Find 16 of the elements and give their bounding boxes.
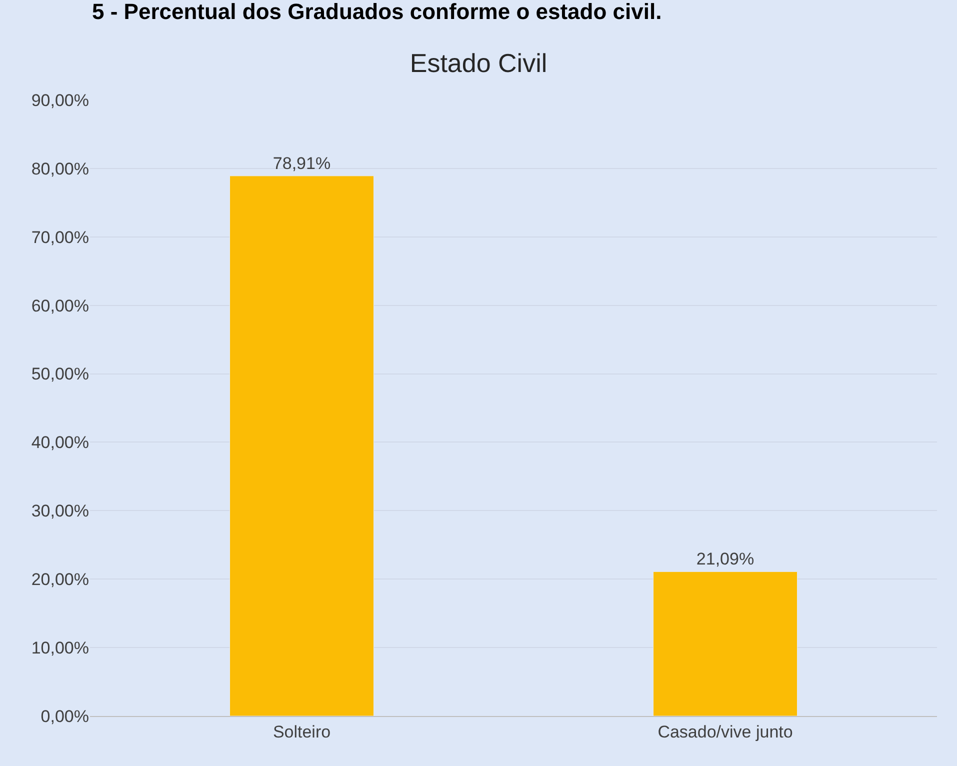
y-tick-label: 50,00% <box>31 364 89 384</box>
y-tick-label: 20,00% <box>31 570 89 590</box>
y-tick-label: 90,00% <box>31 90 89 110</box>
chart-title: Estado Civil <box>410 48 548 78</box>
text: 5 - Percentual dos Graduados conforme o estado civil. <box>92 0 662 24</box>
y-tick-label: 40,00% <box>31 433 89 452</box>
y-tick-label: 0,00% <box>40 706 89 726</box>
x-tick-label: Casado/vive junto <box>658 722 793 742</box>
y-tick-label: 10,00% <box>31 638 89 658</box>
y-tick-label: 80,00% <box>31 159 89 178</box>
y-tick-label: 30,00% <box>31 502 89 521</box>
data-label: 78,91% <box>272 154 331 173</box>
data-label: 21,09% <box>696 550 754 569</box>
x-tick-label: Solteiro <box>272 722 331 742</box>
y-tick-label: 70,00% <box>31 228 89 247</box>
y-tick-label: 60,00% <box>31 296 89 316</box>
